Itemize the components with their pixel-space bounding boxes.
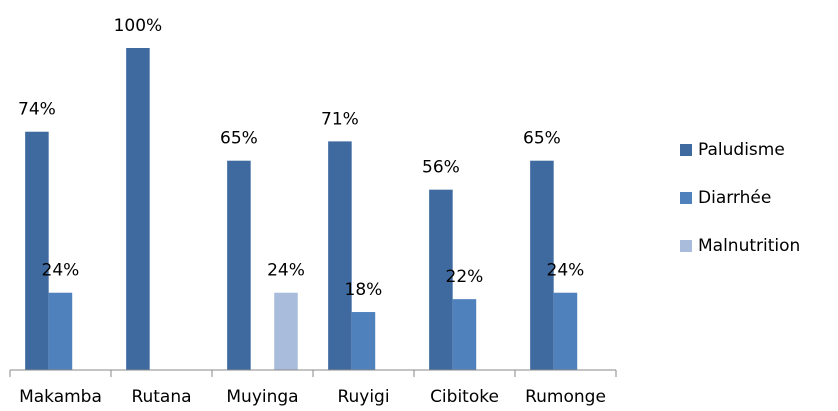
legend-swatch: [680, 192, 692, 204]
x-tick-label: Cibitoke: [430, 387, 499, 407]
x-tick-label: Rutana: [131, 387, 191, 407]
x-tick-label: Makamba: [19, 387, 102, 407]
data-label: 56%: [422, 158, 460, 178]
bar: [48, 292, 73, 370]
data-label: 22%: [446, 267, 484, 287]
bar: [530, 160, 554, 370]
data-label: 71%: [321, 109, 359, 129]
x-tick-label: Rumonge: [525, 387, 606, 407]
bar: [227, 160, 251, 370]
data-label: 65%: [523, 129, 561, 149]
data-label: 18%: [345, 280, 383, 300]
bar: [328, 141, 352, 370]
x-tick-label: Ruyigi: [337, 387, 389, 407]
legend-swatch: [680, 240, 692, 252]
bar: [274, 292, 298, 370]
bar: [25, 131, 49, 370]
legend-label: Malnutrition: [698, 236, 800, 256]
x-tick-label: Muyinga: [226, 387, 298, 407]
data-label: 100%: [114, 16, 163, 36]
bar: [452, 299, 477, 370]
legend-label: Diarrhée: [698, 188, 771, 208]
bar: [553, 292, 578, 370]
data-label: 24%: [267, 261, 305, 281]
bar: [351, 312, 376, 370]
data-label: 74%: [18, 100, 56, 120]
data-label: 24%: [547, 261, 585, 281]
data-label: 65%: [220, 129, 258, 149]
bar: [126, 48, 150, 370]
legend-label: Paludisme: [698, 140, 785, 160]
legend-swatch: [680, 144, 692, 156]
data-label: 24%: [42, 261, 80, 281]
bar: [429, 189, 453, 370]
